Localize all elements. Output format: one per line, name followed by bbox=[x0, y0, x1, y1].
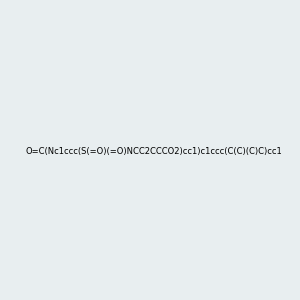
Text: O=C(Nc1ccc(S(=O)(=O)NCC2CCCO2)cc1)c1ccc(C(C)(C)C)cc1: O=C(Nc1ccc(S(=O)(=O)NCC2CCCO2)cc1)c1ccc(… bbox=[26, 147, 282, 156]
